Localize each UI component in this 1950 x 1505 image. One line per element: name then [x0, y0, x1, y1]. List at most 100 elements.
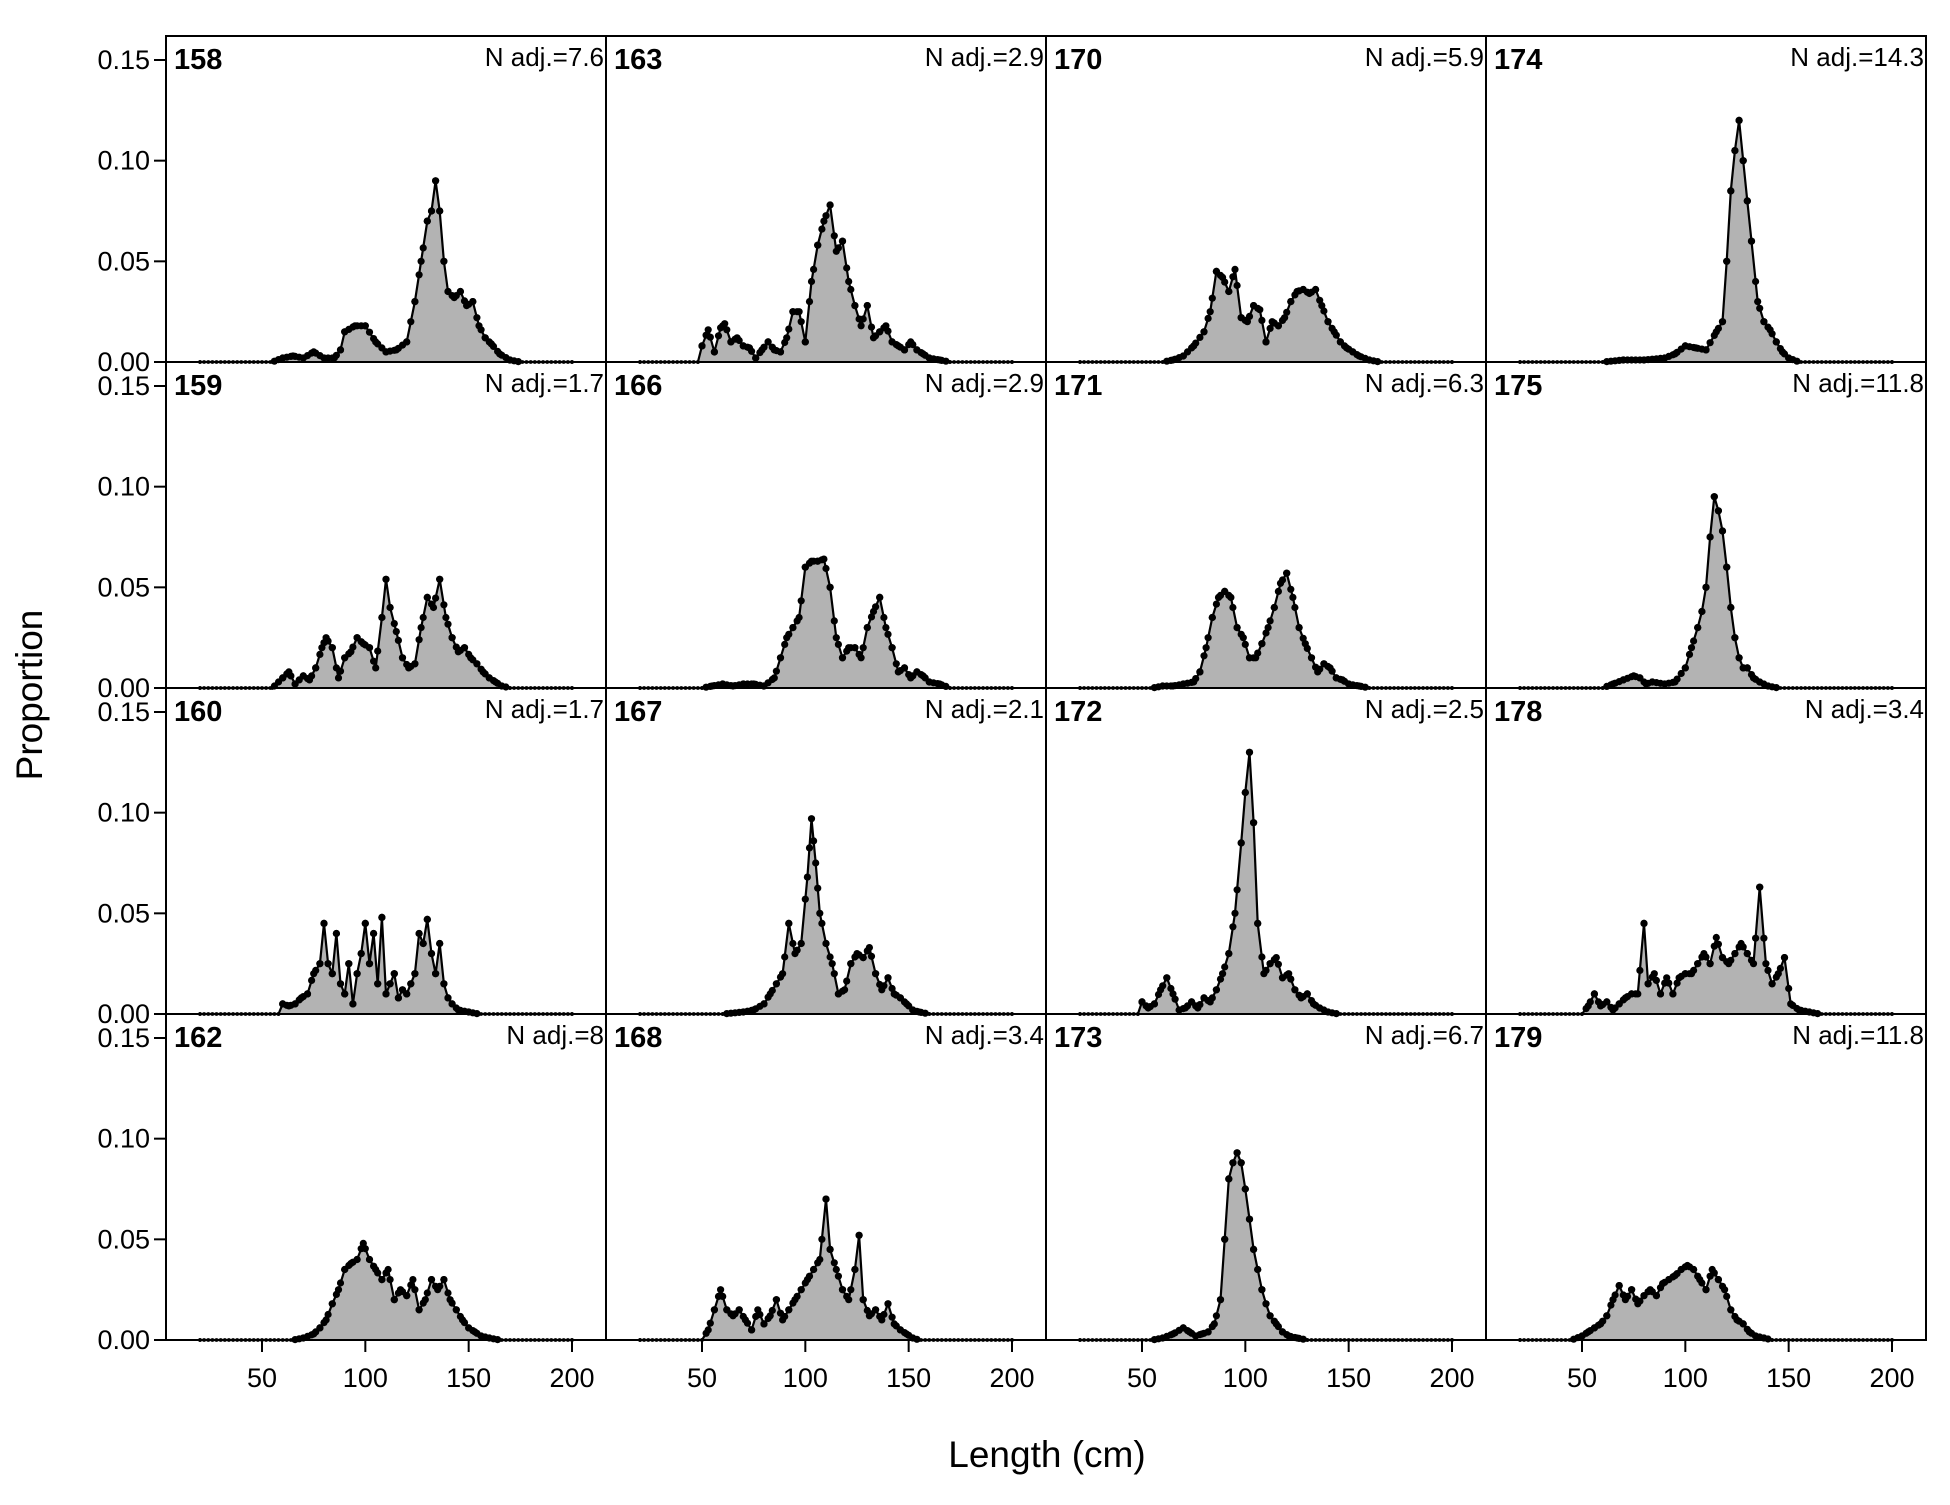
x-axis-title: Length (cm)	[948, 1434, 1145, 1475]
n-adj-label: N adj.=6.3	[1365, 368, 1484, 398]
data-point	[1289, 593, 1297, 602]
data-point	[452, 1306, 460, 1314]
data-point	[415, 636, 423, 644]
area-fill-174	[1520, 120, 1892, 363]
x-tick-label: 200	[1429, 1363, 1474, 1393]
data-point	[1723, 257, 1731, 265]
data-point	[1206, 308, 1214, 316]
data-point	[888, 1313, 896, 1321]
data-point	[407, 1281, 415, 1289]
data-point	[760, 1320, 768, 1328]
data-point	[847, 960, 855, 968]
data-point	[826, 1245, 834, 1253]
panel-174: 174 N adj.=14.3	[1494, 42, 1924, 366]
y-tick-label: 0.10	[97, 472, 150, 502]
n-adj-label: N adj.=14.3	[1790, 42, 1924, 72]
data-point	[409, 1276, 417, 1284]
data-point	[1749, 674, 1758, 682]
x-tick-label: 200	[549, 1363, 594, 1393]
data-point	[1266, 617, 1274, 625]
data-point	[378, 913, 386, 922]
data-point	[1227, 593, 1235, 602]
data-point	[1609, 1296, 1617, 1304]
data-point	[386, 1276, 394, 1284]
data-point	[1731, 950, 1739, 958]
panel-id-label: 171	[1054, 370, 1102, 402]
n-adj-label: N adj.=3.4	[1805, 694, 1924, 724]
data-point	[838, 654, 847, 662]
data-point	[1204, 1328, 1212, 1336]
data-point	[1634, 990, 1642, 998]
data-point	[719, 1292, 727, 1300]
data-point	[1590, 990, 1598, 998]
panel-170: 170 N adj.=5.9	[1054, 42, 1484, 366]
data-point	[752, 354, 760, 362]
data-point	[1712, 328, 1720, 336]
data-point	[1762, 960, 1770, 968]
data-point	[1278, 1328, 1287, 1336]
data-point	[1661, 680, 1669, 688]
data-point	[1692, 344, 1700, 352]
data-point	[353, 634, 361, 642]
data-point	[721, 320, 729, 328]
data-point	[1764, 966, 1772, 975]
data-point	[1754, 298, 1762, 306]
data-point	[1743, 664, 1751, 672]
data-point	[361, 322, 369, 330]
data-point	[473, 660, 481, 668]
data-point	[872, 1306, 880, 1314]
data-point	[851, 644, 859, 652]
data-point	[828, 960, 836, 968]
panel-167: 167 N adj.=2.1	[614, 694, 1044, 1018]
x-axis: 50 100 150 200 50 100 150 200 50 100 150 200 50 100 15…	[247, 1340, 1915, 1393]
data-point	[303, 990, 312, 998]
data-point	[1665, 1276, 1673, 1284]
data-point	[776, 348, 785, 356]
n-adj-label: N adj.=8	[506, 1020, 604, 1050]
data-point	[1671, 350, 1679, 358]
data-point	[398, 654, 407, 662]
area-fill-168	[640, 1199, 1012, 1340]
y-tick-label: 0.00	[97, 673, 150, 703]
data-point	[876, 593, 884, 602]
data-point	[299, 672, 307, 680]
data-point	[291, 1000, 299, 1008]
data-point	[863, 302, 871, 310]
data-point	[816, 909, 824, 917]
data-point	[853, 950, 861, 958]
data-point	[1204, 634, 1212, 642]
data-point	[1295, 624, 1303, 632]
data-point	[781, 953, 789, 961]
data-point	[1661, 354, 1669, 362]
data-point	[1621, 1296, 1629, 1304]
data-point	[1266, 324, 1274, 332]
data-point	[698, 342, 706, 350]
panel-id-label: 168	[614, 1022, 662, 1054]
data-point	[1233, 624, 1241, 632]
data-point	[1318, 302, 1326, 310]
data-point	[797, 597, 805, 605]
y-tick-label: 0.05	[97, 1224, 150, 1254]
data-point	[446, 1296, 454, 1304]
data-point	[312, 664, 320, 672]
data-point	[384, 1265, 392, 1274]
data-point	[1287, 298, 1295, 306]
data-point	[392, 346, 400, 354]
data-point	[450, 294, 458, 302]
panel-id-label: 179	[1494, 1022, 1542, 1054]
data-point	[1675, 974, 1683, 982]
data-point	[706, 1319, 714, 1327]
data-point	[432, 594, 440, 602]
data-point	[1270, 603, 1278, 612]
data-point	[1225, 1175, 1233, 1183]
data-point	[807, 557, 816, 565]
data-point	[353, 1255, 361, 1264]
series-line-158	[200, 180, 572, 364]
data-point	[741, 1316, 750, 1324]
data-point	[440, 601, 448, 609]
panel-178: 178 N adj.=3.4	[1494, 694, 1924, 1018]
data-point	[467, 654, 475, 662]
data-point	[305, 676, 314, 684]
data-point	[475, 322, 483, 330]
data-point	[1179, 352, 1187, 360]
